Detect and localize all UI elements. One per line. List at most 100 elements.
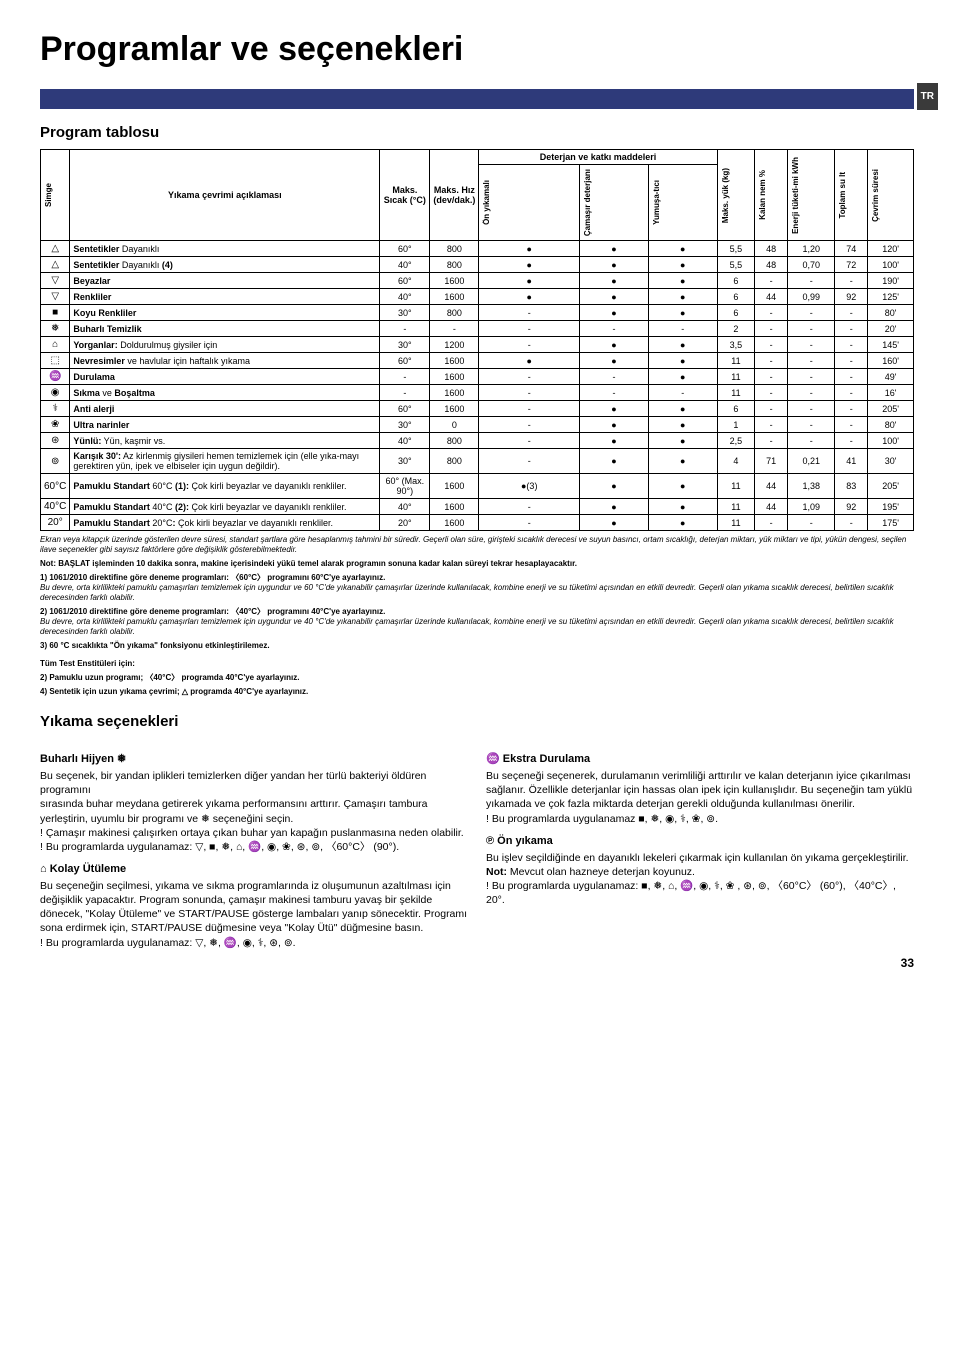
table-cell: - [835,401,868,417]
table-cell: ● [648,401,717,417]
table-cell: ● [580,401,649,417]
table-cell: 800 [430,305,479,321]
opt-steam-p1: Bu seçenek, bir yandan iplikleri temizle… [40,769,468,797]
col-group-detergent: Deterjan ve katkı maddeleri [479,150,717,165]
page-number: 33 [901,956,914,970]
opt-prewash-head: ℗ Ön yıkama [486,834,914,849]
table-cell: ● [580,337,649,353]
table-cell: - [835,515,868,531]
table-cell: - [788,273,835,289]
table-cell: ❅ [41,321,70,337]
table-cell: 80' [868,305,914,321]
program-table-title: Program tablosu [40,124,914,141]
table-cell: - [755,321,788,337]
table-cell: 71 [755,449,788,474]
table-cell: - [835,305,868,321]
table-cell: - [755,273,788,289]
table-cell: - [788,353,835,369]
table-cell: 40° [380,499,430,515]
table-cell: 120' [868,241,914,257]
table-cell: ▽ [41,273,70,289]
table-cell: ● [648,305,717,321]
table-cell: 0 [430,417,479,433]
table-cell: Nevresimler ve havlular için haftalık yı… [70,353,380,369]
table-cell: Ultra narinler [70,417,380,433]
table-cell: ● [648,241,717,257]
table-cell: ● [648,273,717,289]
table-cell: - [755,385,788,401]
table-cell: 1,38 [788,474,835,499]
table-cell: Beyazlar [70,273,380,289]
table-cell: 1 [717,417,755,433]
table-cell: ● [580,305,649,321]
table-row: 20°Pamuklu Standart 20°C: Çok kirli beya… [41,515,914,531]
table-cell: 0,70 [788,257,835,273]
table-cell: 11 [717,499,755,515]
table-cell: 11 [717,474,755,499]
table-cell: 1600 [430,353,479,369]
table-cell: Pamuklu Standart 20°C: Çok kirli beyazla… [70,515,380,531]
table-row: ❅Buharlı Temizlik-----2---20' [41,321,914,337]
table-cell: - [788,515,835,531]
table-cell: ● [479,257,580,273]
table-cell: - [580,369,649,385]
table-cell: 4 [717,449,755,474]
col-simge: Simge [44,181,53,209]
table-cell: - [835,369,868,385]
table-cell: 6 [717,401,755,417]
opt-rinse-p1: Bu seçeneği seçenerek, durulamanın verim… [486,769,914,812]
table-cell: ● [648,499,717,515]
opt-prewash-p1: Bu işlev seçildiğinde en dayanıklı lekel… [486,851,914,865]
table-cell: - [755,353,788,369]
table-cell: ● [580,417,649,433]
opt-steam-p3: ! Çamaşır makinesi çalışırken ortaya çık… [40,826,468,840]
table-cell: 83 [835,474,868,499]
table-cell: - [755,337,788,353]
col-detergent: Çamaşır deterjanı [583,167,592,238]
table-cell: 6 [717,273,755,289]
table-cell: ● [648,369,717,385]
col-dur: Çevrim süresi [871,167,880,224]
table-cell: ● [648,353,717,369]
table-cell: - [835,353,868,369]
table-cell: 60° [380,353,430,369]
table-cell: ● [648,515,717,531]
table-cell: ● [479,353,580,369]
table-cell: 2 [717,321,755,337]
table-cell: 80' [868,417,914,433]
table-cell: 125' [868,289,914,305]
table-cell: 3,5 [717,337,755,353]
table-cell: 60° [380,241,430,257]
table-footer-bold: Not: BAŞLAT işleminden 10 dakika sonra, … [40,559,914,569]
table-cell: 100' [868,433,914,449]
table-cell: 11 [717,369,755,385]
table-cell: ● [580,433,649,449]
institute-l4: 4) Sentetik için uzun yıkama çevrimi; △ … [40,687,914,697]
table-cell: ● [580,273,649,289]
opt-prewash-note: Not: Mevcut olan hazneye deterjan koyunu… [486,865,914,879]
table-cell: 20° [41,515,70,531]
table-cell: Yorganlar: Doldurulmuş giysiler için [70,337,380,353]
opt-steam-p2: sırasında buhar meydana getirerek yıkama… [40,797,468,825]
table-cell: 1,09 [788,499,835,515]
table-row: ⌂Yorganlar: Doldurulmuş giysiler için30°… [41,337,914,353]
table-cell: - [430,321,479,337]
table-cell: - [788,401,835,417]
table-cell: - [755,305,788,321]
table-cell: 5,5 [717,257,755,273]
table-cell: ● [479,273,580,289]
page-title: Programlar ve seçenekleri [40,30,914,69]
table-cell: 11 [717,515,755,531]
table-cell: ● [580,241,649,257]
table-cell: ● [580,353,649,369]
institute-l2: 2) Pamuklu uzun programı; 〈40°C〉 program… [40,673,914,683]
table-cell: Buharlı Temizlik [70,321,380,337]
table-cell: - [479,499,580,515]
table-cell: Sentetikler Dayanıklı (4) [70,257,380,273]
table-cell: 205' [868,474,914,499]
table-cell: ❀ [41,417,70,433]
table-cell: 145' [868,337,914,353]
table-cell: Durulama [70,369,380,385]
table-cell: - [755,515,788,531]
table-cell: 195' [868,499,914,515]
